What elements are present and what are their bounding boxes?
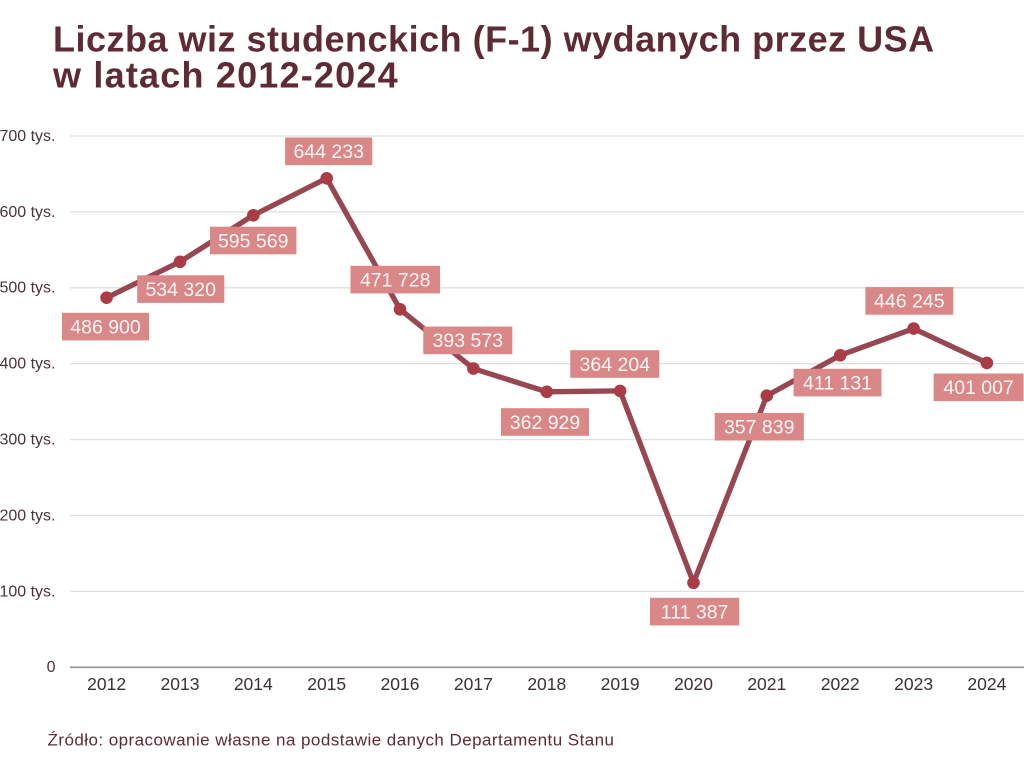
svg-text:Liczba wiz studenckich (F-1) w: Liczba wiz studenckich (F-1) wydanych pr… <box>53 19 935 60</box>
svg-text:2012: 2012 <box>87 674 126 694</box>
svg-text:200 tys.: 200 tys. <box>0 507 56 524</box>
svg-text:300 tys.: 300 tys. <box>0 432 56 449</box>
svg-text:2016: 2016 <box>381 674 420 694</box>
svg-text:2023: 2023 <box>894 674 933 694</box>
svg-text:100 tys.: 100 tys. <box>0 583 56 600</box>
svg-text:600 tys.: 600 tys. <box>0 204 56 221</box>
svg-text:2017: 2017 <box>454 674 493 694</box>
svg-text:595 569: 595 569 <box>218 230 289 252</box>
svg-text:401 007: 401 007 <box>943 377 1014 399</box>
svg-text:362 929: 362 929 <box>510 412 581 434</box>
svg-text:2014: 2014 <box>234 674 273 694</box>
svg-text:471 728: 471 728 <box>360 269 431 291</box>
svg-text:446 245: 446 245 <box>874 291 945 313</box>
svg-text:2018: 2018 <box>527 674 566 694</box>
svg-text:411 131: 411 131 <box>803 372 872 394</box>
svg-text:2019: 2019 <box>601 674 640 694</box>
svg-text:486 900: 486 900 <box>70 316 141 338</box>
svg-text:0: 0 <box>47 659 56 676</box>
svg-text:2021: 2021 <box>747 674 786 694</box>
svg-text:500 tys.: 500 tys. <box>0 280 56 297</box>
svg-text:2022: 2022 <box>821 674 860 694</box>
svg-text:Źródło: opracowanie własne na: Źródło: opracowanie własne na podstawie … <box>48 731 615 750</box>
svg-text:700 tys.: 700 tys. <box>0 128 56 145</box>
svg-text:111 387: 111 387 <box>661 601 729 623</box>
svg-text:2024: 2024 <box>967 674 1006 694</box>
svg-text:2015: 2015 <box>307 674 346 694</box>
svg-text:w latach 2012-2024: w latach 2012-2024 <box>52 54 399 95</box>
svg-text:400 tys.: 400 tys. <box>0 356 56 373</box>
svg-text:534 320: 534 320 <box>145 279 216 301</box>
svg-text:644 233: 644 233 <box>293 141 364 163</box>
svg-text:2013: 2013 <box>161 674 200 694</box>
svg-text:2020: 2020 <box>674 674 713 694</box>
svg-text:393 573: 393 573 <box>433 330 504 352</box>
svg-text:364 204: 364 204 <box>580 354 651 376</box>
svg-text:357 839: 357 839 <box>724 417 795 439</box>
